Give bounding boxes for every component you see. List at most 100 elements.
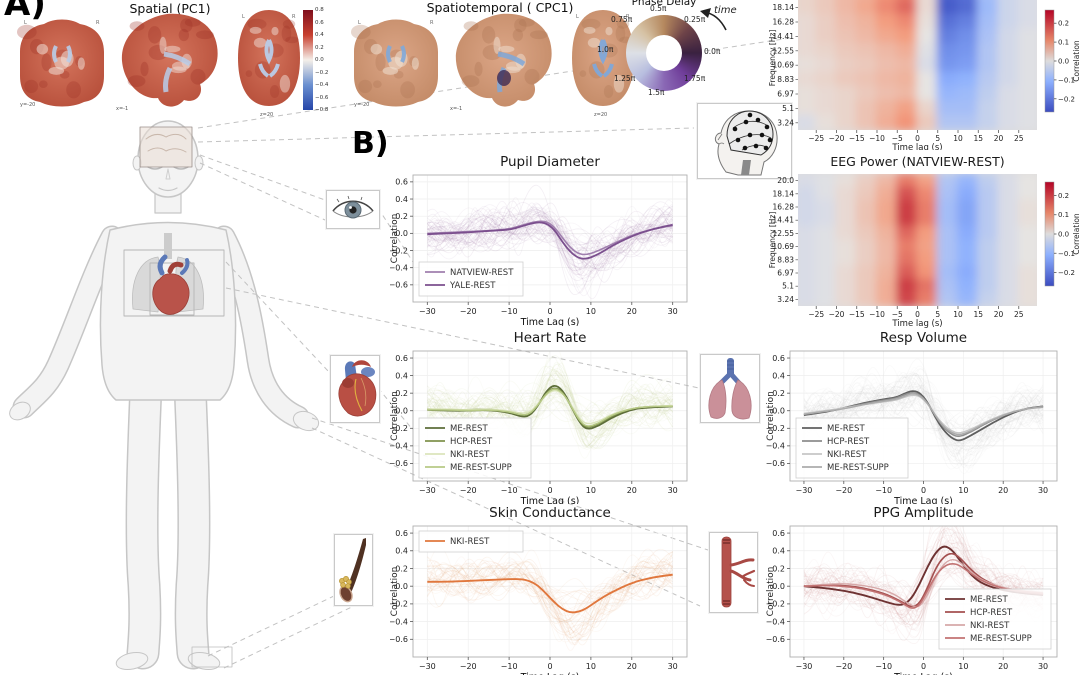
svg-text:R: R — [626, 14, 630, 20]
svg-text:0.2: 0.2 — [395, 212, 408, 221]
svg-text:5.1: 5.1 — [782, 104, 794, 113]
svg-text:0.2: 0.2 — [1058, 192, 1069, 200]
svg-text:12.55: 12.55 — [773, 46, 795, 55]
colorbar-tick: −0.8 — [315, 107, 329, 113]
svg-text:YALE-REST: YALE-REST — [449, 281, 496, 291]
time-label: time — [714, 5, 737, 16]
svg-text:HCP-REST: HCP-REST — [827, 437, 870, 447]
svg-text:R: R — [292, 14, 296, 20]
panel-a-label: A) — [4, 0, 46, 24]
svg-text:0.2: 0.2 — [772, 389, 785, 398]
hair-follicle-icon — [334, 534, 373, 606]
svg-text:14.41: 14.41 — [773, 32, 795, 41]
svg-text:−5: −5 — [892, 134, 903, 143]
chart-pupil-diameter: 0.6 0.4 0.2 0.0 −0.2 −0.4 −0.6 −30 −20 −10 0 10 20 30… — [389, 148, 692, 328]
colorbar-tick: 0.0 — [315, 57, 324, 63]
svg-text:30: 30 — [1038, 662, 1048, 671]
svg-text:−20: −20 — [460, 307, 477, 316]
svg-text:Frequency [Hz]: Frequency [Hz] — [768, 212, 777, 269]
svg-text:0: 0 — [915, 134, 920, 143]
svg-text:10: 10 — [953, 134, 963, 143]
svg-text:−0.4: −0.4 — [766, 442, 785, 451]
svg-text:Correlation: Correlation — [766, 567, 776, 617]
foot-highlight-box — [191, 646, 233, 668]
lungs-icon — [700, 354, 760, 423]
svg-text:18.14: 18.14 — [773, 3, 795, 12]
svg-text:x=-1: x=-1 — [116, 106, 128, 112]
spatial-colorbar — [303, 10, 313, 110]
svg-text:−20: −20 — [460, 662, 477, 671]
svg-text:10: 10 — [958, 662, 968, 671]
svg-text:6.97: 6.97 — [777, 90, 794, 99]
svg-text:Time Lag (s): Time Lag (s) — [893, 496, 953, 504]
svg-text:0.0: 0.0 — [772, 407, 785, 416]
svg-text:0.2: 0.2 — [1058, 20, 1069, 28]
svg-text:L: L — [358, 20, 361, 26]
svg-text:6.97: 6.97 — [777, 269, 794, 278]
svg-text:0: 0 — [915, 310, 920, 319]
svg-text:Correlation: Correlation — [390, 567, 400, 617]
svg-text:0.1: 0.1 — [1058, 211, 1069, 219]
svg-text:−30: −30 — [796, 662, 813, 671]
spatial-map-title: Spatial (PC1) — [129, 1, 211, 16]
colorbar-tick: 0.2 — [315, 44, 324, 51]
svg-text:L: L — [242, 14, 245, 20]
svg-text:20: 20 — [998, 486, 1008, 495]
svg-text:0.0: 0.0 — [395, 407, 408, 416]
svg-text:NKI-REST: NKI-REST — [827, 450, 867, 460]
svg-text:L: L — [24, 20, 27, 26]
svg-text:−0.4: −0.4 — [766, 617, 785, 626]
svg-text:z=20: z=20 — [260, 112, 273, 118]
svg-text:−0.1: −0.1 — [1058, 76, 1075, 84]
svg-text:10.69: 10.69 — [773, 242, 795, 251]
svg-text:−25: −25 — [808, 310, 824, 319]
svg-text:0.0: 0.0 — [395, 229, 408, 238]
phase-tick: 0.0π — [704, 47, 721, 56]
svg-text:0.4: 0.4 — [772, 371, 785, 380]
svg-text:NKI-REST: NKI-REST — [970, 621, 1010, 631]
svg-text:8.83: 8.83 — [777, 255, 794, 264]
svg-text:−5: −5 — [892, 310, 903, 319]
svg-text:−10: −10 — [875, 486, 892, 495]
svg-text:−0.2: −0.2 — [1058, 269, 1075, 277]
svg-text:ME-REST: ME-REST — [970, 595, 1008, 605]
svg-text:0.0: 0.0 — [1058, 231, 1069, 239]
svg-text:0.4: 0.4 — [772, 547, 785, 556]
svg-text:−10: −10 — [501, 662, 518, 671]
svg-text:16.28: 16.28 — [773, 203, 795, 212]
svg-text:18.14: 18.14 — [773, 189, 795, 198]
anatomical-heart-icon — [330, 355, 380, 423]
svg-text:3.24: 3.24 — [777, 118, 794, 127]
svg-text:−10: −10 — [501, 307, 518, 316]
svg-text:Correlation: Correlation — [390, 214, 400, 264]
svg-text:25: 25 — [1014, 134, 1024, 143]
svg-text:−10: −10 — [869, 134, 885, 143]
chart-heart-rate: 0.6 0.4 0.2 0.0 −0.2 −0.4 −0.6 −30 −20 −10 0 10 20 30… — [389, 326, 692, 507]
svg-text:Time lag (s): Time lag (s) — [891, 319, 942, 329]
phase-tick: 0.25π — [684, 15, 706, 24]
svg-text:−0.2: −0.2 — [766, 424, 785, 433]
svg-text:Heart Rate: Heart Rate — [514, 330, 587, 346]
phase-tick: 0.75π — [611, 15, 633, 24]
svg-text:Time Lag (s): Time Lag (s) — [520, 317, 580, 326]
svg-text:−0.6: −0.6 — [390, 635, 408, 644]
svg-text:R: R — [430, 20, 434, 26]
spatiotemporal-brain-slices: L Ry=-20 x=-1 L Rz=20 — [350, 10, 634, 118]
heart-overlay — [152, 273, 190, 315]
svg-text:ME-REST: ME-REST — [450, 424, 488, 434]
svg-text:25: 25 — [1014, 310, 1024, 319]
phase-tick: 1.5π — [648, 88, 665, 97]
svg-text:R: R — [96, 20, 100, 26]
svg-text:0.2: 0.2 — [395, 564, 408, 573]
svg-text:−0.2: −0.2 — [1058, 95, 1075, 103]
eye-icon — [326, 190, 380, 229]
svg-text:−30: −30 — [419, 486, 436, 495]
svg-text:10: 10 — [586, 662, 596, 671]
svg-text:0.6: 0.6 — [772, 354, 785, 363]
svg-text:Correlation: Correlation — [1072, 40, 1080, 82]
svg-text:0.6: 0.6 — [395, 178, 408, 187]
phase-delay-title: Phase Delay — [631, 0, 697, 8]
svg-text:Correlation: Correlation — [766, 391, 776, 441]
svg-text:−0.6: −0.6 — [766, 635, 785, 644]
